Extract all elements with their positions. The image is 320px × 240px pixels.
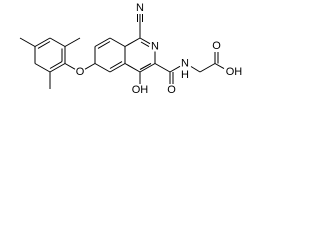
bond: [49, 61, 63, 69]
atom-label: O: [212, 40, 221, 52]
bond: [94, 37, 111, 47]
bond: [84, 63, 96, 70]
bond: [109, 63, 126, 73]
bond: [124, 37, 141, 47]
bond: [124, 63, 141, 73]
atom-label: H: [181, 69, 189, 81]
atom-label: N: [136, 2, 144, 14]
bond: [64, 63, 76, 70]
structure-diagram: N N N H O O OH O OH: [19, 2, 243, 96]
bond: [154, 63, 171, 73]
bond: [49, 37, 66, 47]
bond: [139, 63, 156, 73]
bond: [94, 63, 111, 73]
bonds: [19, 14, 225, 89]
bond: [34, 37, 51, 47]
atom-label: O: [76, 66, 85, 78]
bond: [139, 37, 151, 45]
atom-label: OH: [132, 84, 149, 96]
atom-label: N: [181, 57, 189, 69]
bond: [109, 37, 126, 47]
bond: [49, 63, 66, 73]
atom-label: OH: [226, 66, 243, 78]
bond: [214, 63, 225, 70]
bond: [109, 61, 123, 69]
atom-label: O: [167, 84, 176, 96]
bond: [64, 37, 81, 47]
bond: [169, 65, 181, 73]
bond: [190, 66, 201, 73]
bond: [139, 63, 152, 70]
bond: [34, 63, 51, 73]
bond: [140, 41, 150, 48]
bond: [37, 41, 51, 49]
atom-label: N: [151, 40, 159, 52]
bond: [19, 37, 36, 47]
bond: [199, 63, 216, 73]
bond: [97, 41, 111, 49]
